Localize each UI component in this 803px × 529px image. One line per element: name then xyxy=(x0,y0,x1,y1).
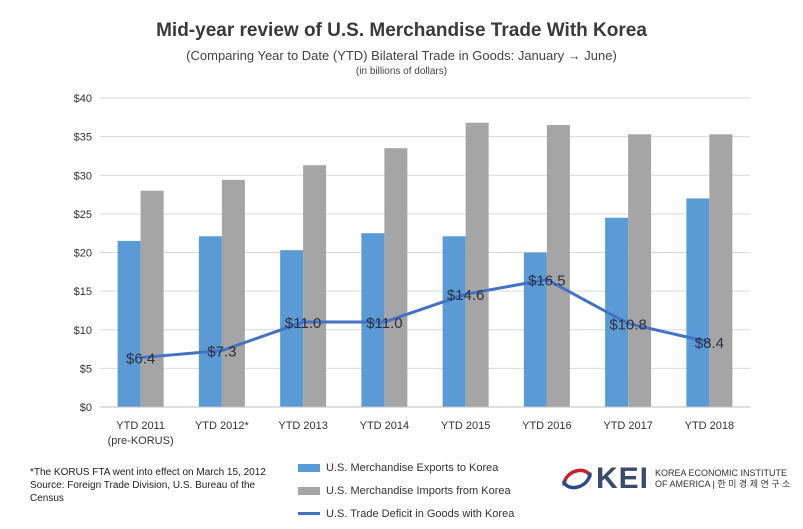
legend-swatch-exports xyxy=(298,463,320,472)
data-label-deficit: $8.4 xyxy=(695,335,724,352)
kei-logo: KEI KOREA ECONOMIC INSTITUTE OF AMERICA … xyxy=(560,462,790,496)
data-label-deficit: $10.8 xyxy=(609,317,647,334)
bar-imports xyxy=(384,148,408,407)
x-tick-label: YTD 2018 xyxy=(685,420,735,432)
legend-label-exports: U.S. Merchandise Exports to Korea xyxy=(326,461,499,474)
logo-text-line1: KOREA ECONOMIC INSTITUTE xyxy=(655,468,788,478)
y-tick-label: $30 xyxy=(74,170,92,182)
data-label-deficit: $7.3 xyxy=(207,344,236,361)
bar-exports xyxy=(605,217,629,407)
x-tick-label: YTD 2011 xyxy=(116,420,165,432)
logo-text: KOREA ECONOMIC INSTITUTE OF AMERICA | 한 … xyxy=(655,468,790,490)
x-tick-label: YTD 2015 xyxy=(441,420,491,432)
legend: U.S. Merchandise Exports to Korea U.S. M… xyxy=(298,456,514,525)
logo-mark: KEI xyxy=(596,462,650,495)
bar-imports xyxy=(628,134,652,407)
bar-exports xyxy=(361,233,385,407)
chart-title: Mid-year review of U.S. Merchandise Trad… xyxy=(156,20,647,41)
bar-imports xyxy=(709,134,733,407)
logo-text-line2: OF AMERICA | 한 미 경 제 연 구 소 xyxy=(655,479,791,489)
y-tick-label: $0 xyxy=(80,402,92,414)
bar-imports xyxy=(465,122,489,407)
unit-note: (in billions of dollars) xyxy=(355,66,448,77)
bar-exports xyxy=(442,236,466,407)
x-tick-label: YTD 2017 xyxy=(603,420,653,432)
y-tick-label: $20 xyxy=(74,248,92,260)
chart-subtitle: (Comparing Year to Date (YTD) Bilateral … xyxy=(186,48,617,63)
data-label-deficit: $14.6 xyxy=(447,287,485,304)
legend-label-imports: U.S. Merchandise Imports from Korea xyxy=(326,484,511,497)
data-label-deficit: $6.4 xyxy=(126,351,155,368)
bar-imports xyxy=(140,190,164,407)
bar-imports xyxy=(221,179,245,407)
logo-swirl-icon xyxy=(562,468,592,490)
x-tick-label: YTD 2013 xyxy=(278,420,328,432)
y-tick-label: $25 xyxy=(74,209,92,221)
bar-imports xyxy=(546,125,570,407)
legend-item-imports: U.S. Merchandise Imports from Korea xyxy=(298,479,514,502)
bar-exports xyxy=(523,252,547,407)
data-label-deficit: $11.0 xyxy=(285,315,321,332)
data-label-deficit: $11.0 xyxy=(366,315,402,332)
legend-item-exports: U.S. Merchandise Exports to Korea xyxy=(298,456,514,479)
y-tick-label: $35 xyxy=(74,132,92,144)
y-tick-label: $10 xyxy=(74,325,92,337)
bar-exports xyxy=(280,250,304,407)
footnote-korus: *The KORUS FTA went into effect on March… xyxy=(30,467,266,478)
bar-imports xyxy=(303,165,327,407)
legend-item-deficit: U.S. Trade Deficit in Goods with Korea xyxy=(298,502,514,525)
y-tick-label: $15 xyxy=(74,286,92,298)
bar-exports xyxy=(686,198,710,407)
x-tick-label: YTD 2016 xyxy=(522,420,572,432)
bar-exports xyxy=(198,236,222,407)
legend-label-deficit: U.S. Trade Deficit in Goods with Korea xyxy=(326,507,515,520)
footnote-source: Source: Foreign Trade Division, U.S. Bur… xyxy=(30,480,256,504)
bar-exports xyxy=(117,240,141,407)
x-tick-sublabel: (pre-KORUS) xyxy=(108,435,174,447)
y-tick-label: $40 xyxy=(74,93,92,105)
footnote: *The KORUS FTA went into effect on March… xyxy=(30,466,280,505)
y-tick-label: $5 xyxy=(80,363,92,375)
legend-swatch-deficit xyxy=(298,512,320,515)
x-tick-label: YTD 2012* xyxy=(195,420,250,432)
line-deficit xyxy=(140,278,710,360)
x-tick-label: YTD 2014 xyxy=(360,420,410,432)
data-label-deficit: $16.5 xyxy=(528,273,566,290)
legend-swatch-imports xyxy=(298,486,320,495)
